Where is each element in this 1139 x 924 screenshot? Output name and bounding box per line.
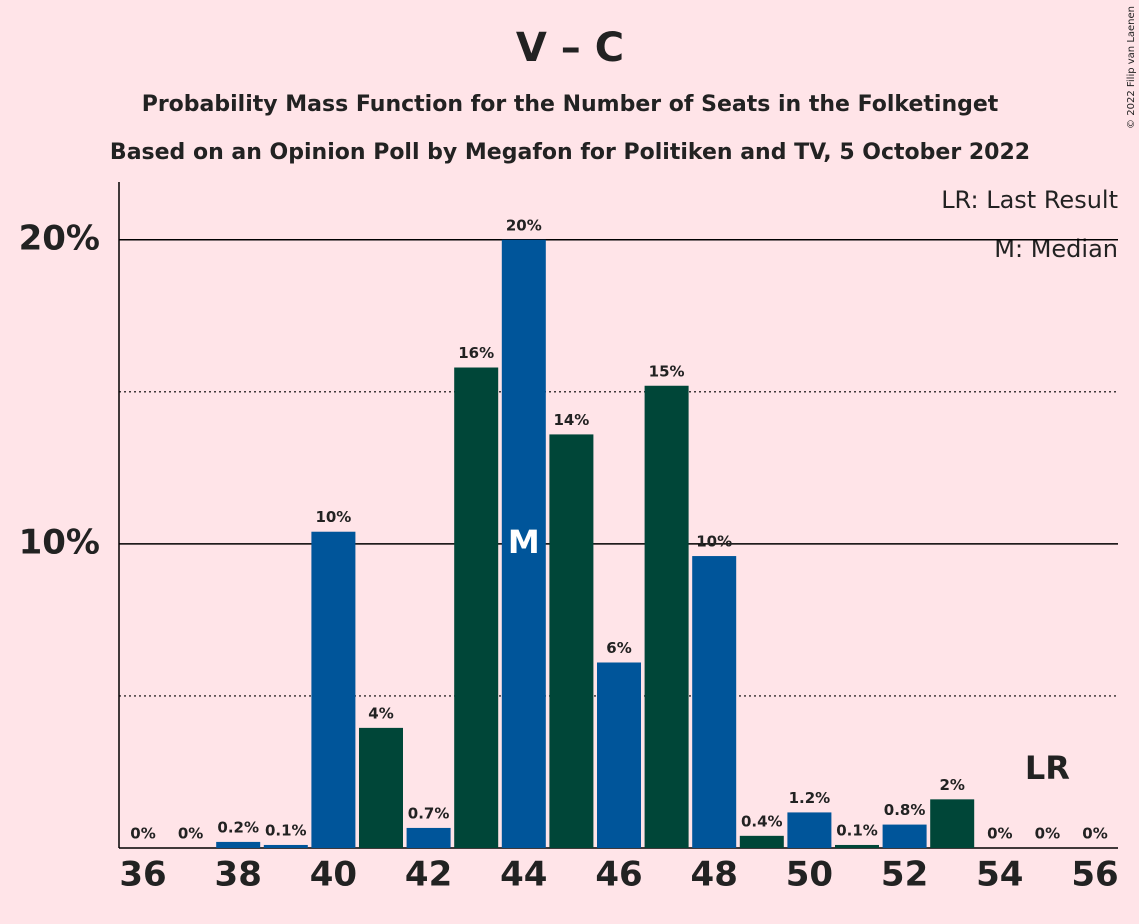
- x-tick-label: 50: [786, 855, 833, 895]
- copyright: © 2022 Filip van Laenen: [1126, 6, 1137, 129]
- bar: [311, 531, 356, 848]
- y-tick-label: 20%: [19, 218, 100, 258]
- x-tick-label: 44: [500, 855, 547, 895]
- x-tick-label: 38: [215, 855, 262, 895]
- bar: [406, 827, 451, 848]
- x-tick-label: 54: [976, 855, 1023, 895]
- median-marker: M: [508, 523, 540, 561]
- value-label: 1.2%: [789, 789, 831, 807]
- x-tick-label: 52: [881, 855, 928, 895]
- bar: [882, 824, 927, 848]
- value-label: 0.1%: [836, 821, 878, 839]
- bar: [835, 844, 879, 848]
- value-label: 10%: [315, 508, 351, 526]
- value-label: 0%: [178, 825, 203, 843]
- bar: [454, 367, 499, 848]
- bar: [787, 812, 832, 848]
- bar: [644, 385, 689, 848]
- x-tick-label: 40: [310, 855, 357, 895]
- value-label: 20%: [506, 216, 542, 234]
- chart-subtitle: Based on an Opinion Poll by Megafon for …: [110, 140, 1030, 165]
- y-tick-label: 10%: [19, 522, 100, 562]
- value-label: 0%: [130, 825, 155, 843]
- value-label: 0.2%: [217, 818, 259, 836]
- bar: [501, 239, 546, 848]
- x-tick-label: 42: [405, 855, 452, 895]
- value-label: 0.4%: [741, 812, 783, 830]
- value-label: 15%: [649, 362, 685, 380]
- bar: [216, 841, 261, 848]
- x-tick-label: 36: [119, 855, 166, 895]
- chart-subtitle: Probability Mass Function for the Number…: [142, 92, 999, 117]
- bar: [359, 727, 403, 848]
- bar: [739, 835, 784, 848]
- bar: [549, 434, 594, 848]
- value-label: 4%: [368, 704, 393, 722]
- value-label: 6%: [606, 639, 631, 657]
- last-result-marker: LR: [1025, 749, 1070, 787]
- bar: [930, 799, 975, 848]
- x-tick-label: 48: [691, 855, 738, 895]
- x-tick-label: 56: [1071, 855, 1118, 895]
- chart-title: V – C: [516, 25, 624, 71]
- legend-entry: LR: Last Result: [941, 186, 1118, 214]
- value-label: 10%: [696, 533, 732, 551]
- bar: [692, 556, 737, 848]
- x-tick-label: 46: [595, 855, 642, 895]
- value-label: 14%: [553, 411, 589, 429]
- value-label: 2%: [939, 776, 964, 794]
- value-label: 0.7%: [408, 804, 450, 822]
- value-label: 16%: [458, 344, 494, 362]
- value-label: 0%: [987, 825, 1012, 843]
- value-label: 0%: [1035, 825, 1060, 843]
- value-label: 0%: [1082, 825, 1107, 843]
- bar: [597, 662, 641, 848]
- value-label: 0.1%: [265, 821, 307, 839]
- bar: [263, 844, 308, 848]
- value-label: 0.8%: [884, 801, 926, 819]
